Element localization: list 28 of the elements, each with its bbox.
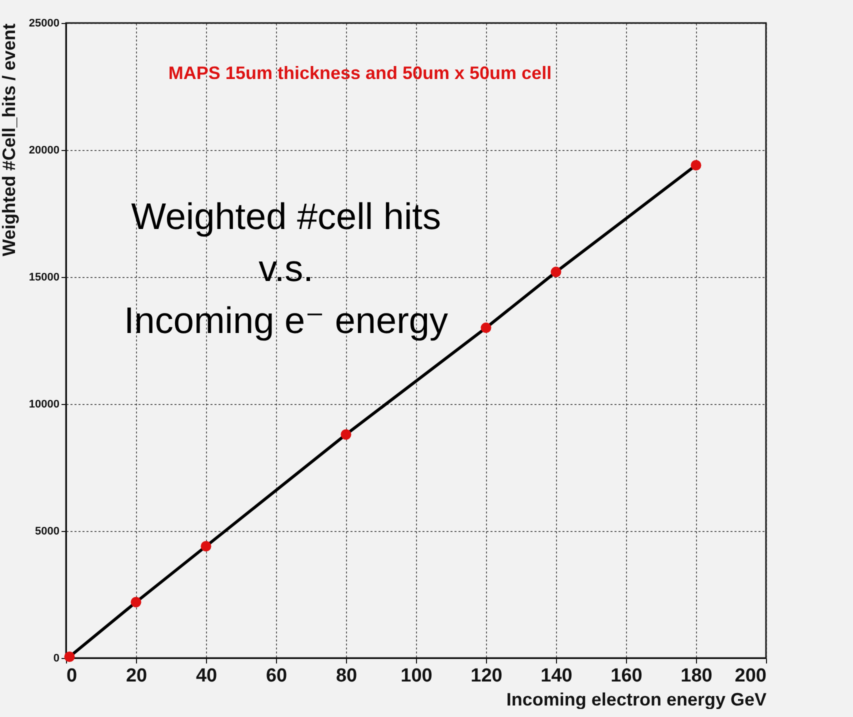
- x-tick-label: 120: [470, 666, 502, 686]
- point: [690, 160, 702, 170]
- x-tick-label: 20: [126, 666, 148, 686]
- x-tick-label: 200: [734, 666, 766, 686]
- x-tick-label: 160: [610, 666, 642, 686]
- x-tick-label: 0: [66, 666, 78, 686]
- y-tick-label: 5000: [35, 526, 60, 538]
- y-tick-label: 25000: [28, 18, 60, 30]
- x-tick-label: 100: [400, 666, 432, 686]
- y-tick-label: 0: [53, 652, 60, 664]
- point: [200, 541, 212, 552]
- x-tick-label: 60: [266, 666, 288, 686]
- x-tick-label: 140: [540, 666, 572, 686]
- point: [64, 651, 75, 662]
- y-tick-label: 20000: [28, 144, 60, 156]
- x-axis-title: Incoming electron energy GeV: [506, 690, 766, 710]
- y-tick-label: 10000: [28, 398, 60, 410]
- point: [340, 429, 352, 440]
- x-tick-label: 80: [336, 666, 358, 686]
- annotation: MAPS 15um thickness and 50um x 50um cell: [168, 63, 552, 83]
- point: [550, 266, 562, 278]
- y-axis-title: Weighted #Cell_hits / event: [0, 24, 19, 256]
- x-tick-label: 180: [680, 666, 712, 686]
- point: [130, 596, 142, 608]
- x-tick-label: 40: [196, 666, 218, 686]
- annotation: Weighted #cell hits v.s. Incoming e⁻ energy: [124, 196, 448, 341]
- point: [480, 322, 492, 334]
- y-tick-label: 15000: [28, 272, 60, 284]
